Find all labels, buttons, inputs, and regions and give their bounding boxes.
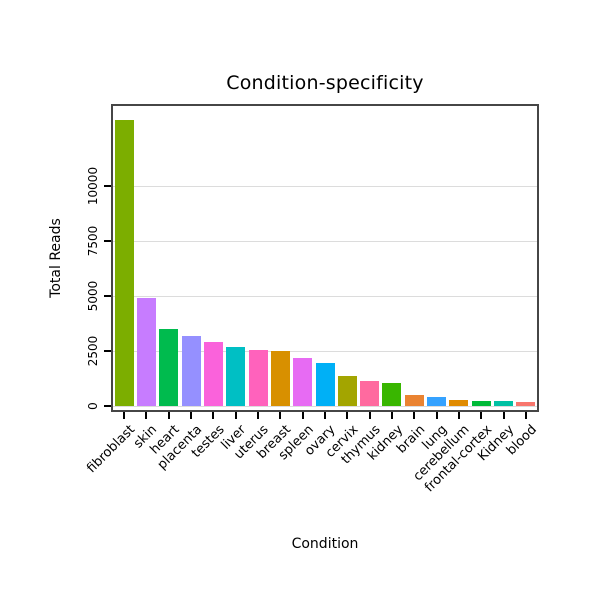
x-axis-tick [435, 412, 438, 419]
y-axis-title: Total Reads [48, 218, 64, 298]
y-axis-tick [104, 185, 111, 188]
y-axis-tick [104, 295, 111, 298]
bar [114, 120, 134, 406]
chart-title: Condition-specificity [226, 72, 424, 94]
x-axis-tick [301, 412, 304, 419]
x-axis-tick [123, 412, 126, 419]
y-axis-tick [104, 350, 111, 353]
bar [449, 400, 469, 406]
bar [159, 329, 179, 406]
y-gridline [113, 350, 537, 352]
x-axis-tick [368, 412, 371, 419]
x-axis-tick [212, 412, 215, 419]
x-axis-tick [234, 412, 237, 419]
bar [471, 400, 491, 406]
y-gridline [113, 185, 537, 187]
bar [382, 382, 402, 406]
x-axis-tick [324, 412, 326, 419]
bar [360, 380, 380, 406]
x-axis-tick [390, 412, 393, 419]
x-axis-tick [346, 412, 349, 419]
bar [136, 298, 156, 406]
x-axis-tick [145, 412, 148, 419]
y-axis-tick [104, 240, 111, 243]
plot-panel [111, 104, 539, 412]
x-axis-tick [457, 412, 460, 419]
x-axis-tick [502, 412, 505, 419]
y-axis-tick [104, 405, 111, 407]
y-gridline [113, 405, 537, 407]
x-axis-tick [480, 412, 483, 419]
x-axis-title: Condition [291, 536, 359, 552]
bar [203, 342, 223, 406]
x-axis-tick [167, 412, 170, 419]
y-gridline [113, 295, 537, 297]
bar [181, 335, 201, 406]
x-axis-tick [257, 412, 260, 419]
bar [248, 349, 268, 406]
x-axis-tick [190, 412, 193, 419]
bar [337, 376, 357, 406]
y-gridline [113, 240, 537, 242]
y-tick-label: 10000 [86, 167, 100, 206]
bar [516, 402, 536, 406]
bar [427, 397, 447, 406]
bar [270, 351, 290, 406]
x-axis-tick [279, 412, 282, 419]
bar [293, 357, 313, 406]
bar [494, 401, 514, 406]
x-axis-tick [524, 412, 527, 419]
x-axis-tick [413, 412, 416, 419]
bar [226, 346, 246, 406]
bar [315, 363, 335, 406]
bar [404, 395, 424, 406]
